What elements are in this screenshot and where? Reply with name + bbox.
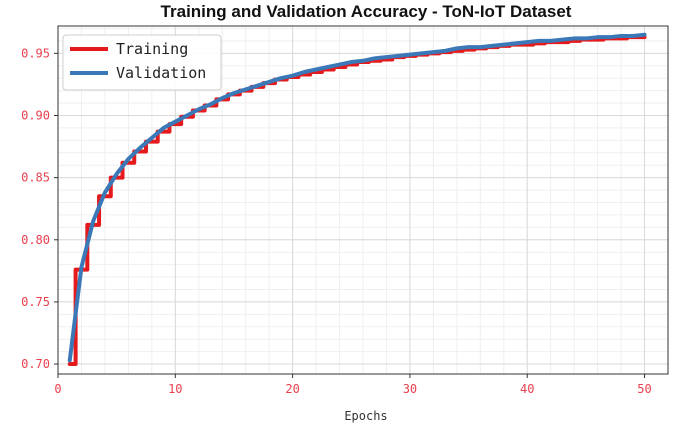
- series-lines: [67, 32, 647, 367]
- x-tick-label: 30: [403, 382, 417, 396]
- x-tick-label: 10: [168, 382, 182, 396]
- x-tick-label: 20: [285, 382, 299, 396]
- legend-label-validation: Validation: [116, 64, 206, 82]
- y-tick-label: 0.90: [21, 108, 50, 122]
- y-tick-label: 0.95: [21, 46, 50, 60]
- plot-area-frame: [57, 25, 669, 375]
- x-axis-label: Epochs: [344, 409, 387, 423]
- y-axis-ticks: 0.70 0.75 0.80 0.85 0.90 0.95: [21, 46, 58, 371]
- x-tick-label: 40: [520, 382, 534, 396]
- y-tick-label: 0.85: [21, 171, 50, 185]
- x-tick-label: 50: [637, 382, 651, 396]
- chart-title: Training and Validation Accuracy - ToN-I…: [161, 2, 572, 21]
- y-tick-label: 0.70: [21, 357, 50, 371]
- legend-label-training: Training: [116, 40, 188, 58]
- legend: Training Validation: [62, 34, 222, 91]
- y-tick-label: 0.80: [21, 233, 50, 247]
- x-tick-label: 0: [54, 382, 61, 396]
- y-tick-label: 0.75: [21, 295, 50, 309]
- series-line-validation: [67, 32, 647, 363]
- x-axis-ticks: 0 10 20 30 40 50: [54, 374, 652, 396]
